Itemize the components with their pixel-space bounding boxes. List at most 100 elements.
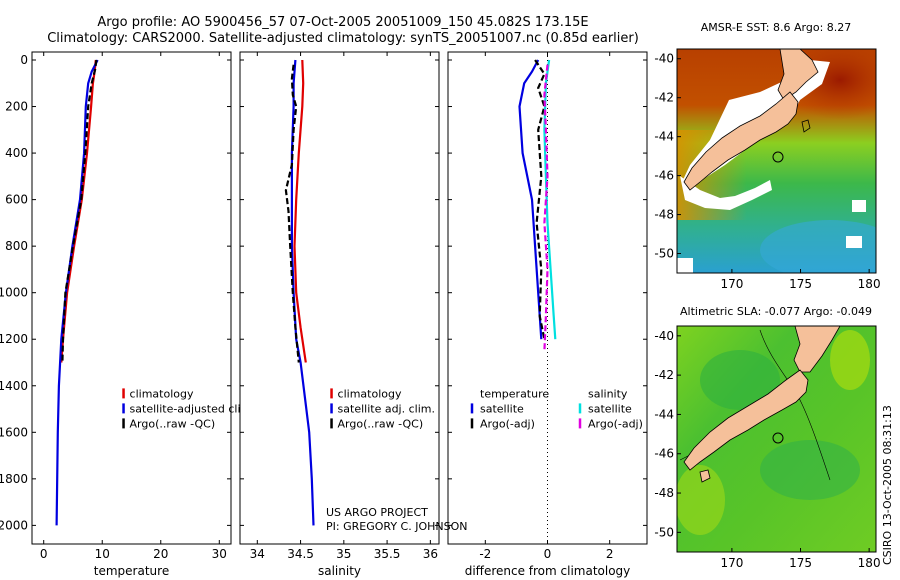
x-axis-label: difference from climatology [465,564,631,578]
map-y-tick-label: -48 [654,208,674,222]
y-tick-label: 1600 [0,425,28,439]
sst-missing-patch [846,236,862,248]
map-y-tick-label: -46 [654,447,674,461]
y-tick-label: 1800 [0,472,28,486]
sla-map: 170 175 180 -40 -42 -44 -46 -48 -50 [654,325,881,570]
map-x-tick-label: 175 [789,277,812,291]
sst-contour [801,119,811,133]
legend-label: satellite [588,402,632,415]
pi-label: PI: GREGORY C. JOHNSON [326,520,467,533]
map-x-tick-label: 180 [858,277,881,291]
title-line-1: Argo profile: AO 5900456_57 07-Oct-2005 … [97,15,588,30]
series-line [55,59,99,526]
map-y-tick-label: -50 [654,525,674,539]
series-line [284,64,300,363]
map-y-tick-label: -48 [654,486,674,500]
y-tick-label: 800 [5,239,28,253]
sla-map-frame [676,325,877,553]
csiro-stamp: CSIRO 13-Oct-2005 08:31:13 [881,405,894,565]
y-tick-label: 1400 [0,379,28,393]
sst-south-island [683,91,799,191]
argo-position-marker [772,432,784,444]
map-x-tick-label: 175 [789,556,812,570]
sst-missing-patch [677,258,693,273]
series-line [518,59,543,340]
x-tick-label: 34 [250,547,265,561]
legend-heading: salinity [588,387,628,400]
sst-map: 170 175 180 -40 -42 -44 -46 -48 -50 [654,48,881,291]
x-tick-label: 0 [40,547,48,561]
sst-missing-patch [852,200,866,212]
sla-low-patch [700,350,780,410]
sla-depth-contour [759,329,831,481]
map-x-tick-label: 170 [720,556,743,570]
plot-frame [239,51,440,545]
legend-label: climatology [130,387,194,400]
legend-label: satellite [480,402,524,415]
x-axis-label: temperature [94,564,169,578]
legend-label: satellite adj. clim. [338,402,435,415]
x-tick-label: 10 [95,547,110,561]
map-y-tick-label: -44 [654,407,674,421]
y-tick-label: 200 [5,100,28,114]
plot-frame [447,51,648,545]
map-y-tick-label: -50 [654,247,674,261]
y-tick-label: 1200 [0,332,28,346]
series-line [543,64,549,351]
series-line [293,59,307,363]
sla-high-patch [677,465,725,535]
sst-map-frame [676,48,877,274]
x-tick-label: 35 [336,547,351,561]
plot-frame [31,51,232,545]
sst-map-title: AMSR-E SST: 8.6 Argo: 8.27 [701,21,852,34]
sla-north-island [793,326,841,373]
argo-position-marker [772,151,784,163]
difference-panel: -2 0 2 difference from climatology temperatu… [447,51,648,578]
x-tick-label: 20 [153,547,168,561]
series-line [61,59,98,363]
sla-map-title: Altimetric SLA: -0.077 Argo: -0.049 [680,305,872,318]
map-y-tick-label: -40 [654,329,674,343]
x-tick-label: 0 [544,547,552,561]
legend-label: Argo(-adj) [480,417,535,430]
y-tick-label: 0 [20,53,28,67]
x-tick-label: 2 [606,547,614,561]
legend-label: Argo(-adj) [588,417,643,430]
map-y-tick-label: -46 [654,169,674,183]
series-line [534,59,546,340]
map-x-tick-label: 180 [858,556,881,570]
map-y-tick-label: -40 [654,52,674,66]
sst-map-axes: 170 175 180 -40 -42 -44 -46 -48 -50 [654,52,880,291]
temperature-panel: 0 200 400 600 800 1000 1200 1400 1600 1800 2000 0 10… [0,51,293,578]
map-y-tick-label: -42 [654,91,674,105]
y-tick-label: 1000 [0,286,28,300]
sla-south-island [683,369,809,471]
legend-heading: temperature [480,387,549,400]
sst-missing-data-south [680,176,772,210]
y-tick-label: 400 [5,146,28,160]
sla-high-patch [830,330,870,390]
series-line [60,59,97,363]
y-tick-label: 2000 [0,518,28,532]
sla-low-patch [760,440,860,500]
salinity-panel: 34 34.5 35 35.5 36 salinity climatology satelli… [239,51,440,578]
x-tick-label: 34.5 [287,547,314,561]
sst-north-island [777,49,819,101]
x-tick-label: -2 [479,547,491,561]
legend-label: climatology [338,387,402,400]
map-x-tick-label: 170 [720,277,743,291]
x-tick-label: 30 [212,547,227,561]
map-y-tick-label: -44 [654,130,674,144]
x-tick-label: 36 [423,547,438,561]
title-line-2: Climatology: CARS2000. Satellite-adjuste… [47,31,639,46]
legend-label: Argo(..raw -QC) [338,417,424,430]
x-axis-label: salinity [318,564,361,578]
x-tick-label: 35.5 [374,547,401,561]
map-y-tick-label: -42 [654,368,674,382]
sst-south-cold [760,220,876,273]
project-label: US ARGO PROJECT [326,506,428,519]
sla-stewart-island [699,469,711,483]
legend-label: Argo(..raw -QC) [130,417,216,430]
sla-map-axes: 170 175 180 -40 -42 -44 -46 -48 -50 [654,329,880,570]
